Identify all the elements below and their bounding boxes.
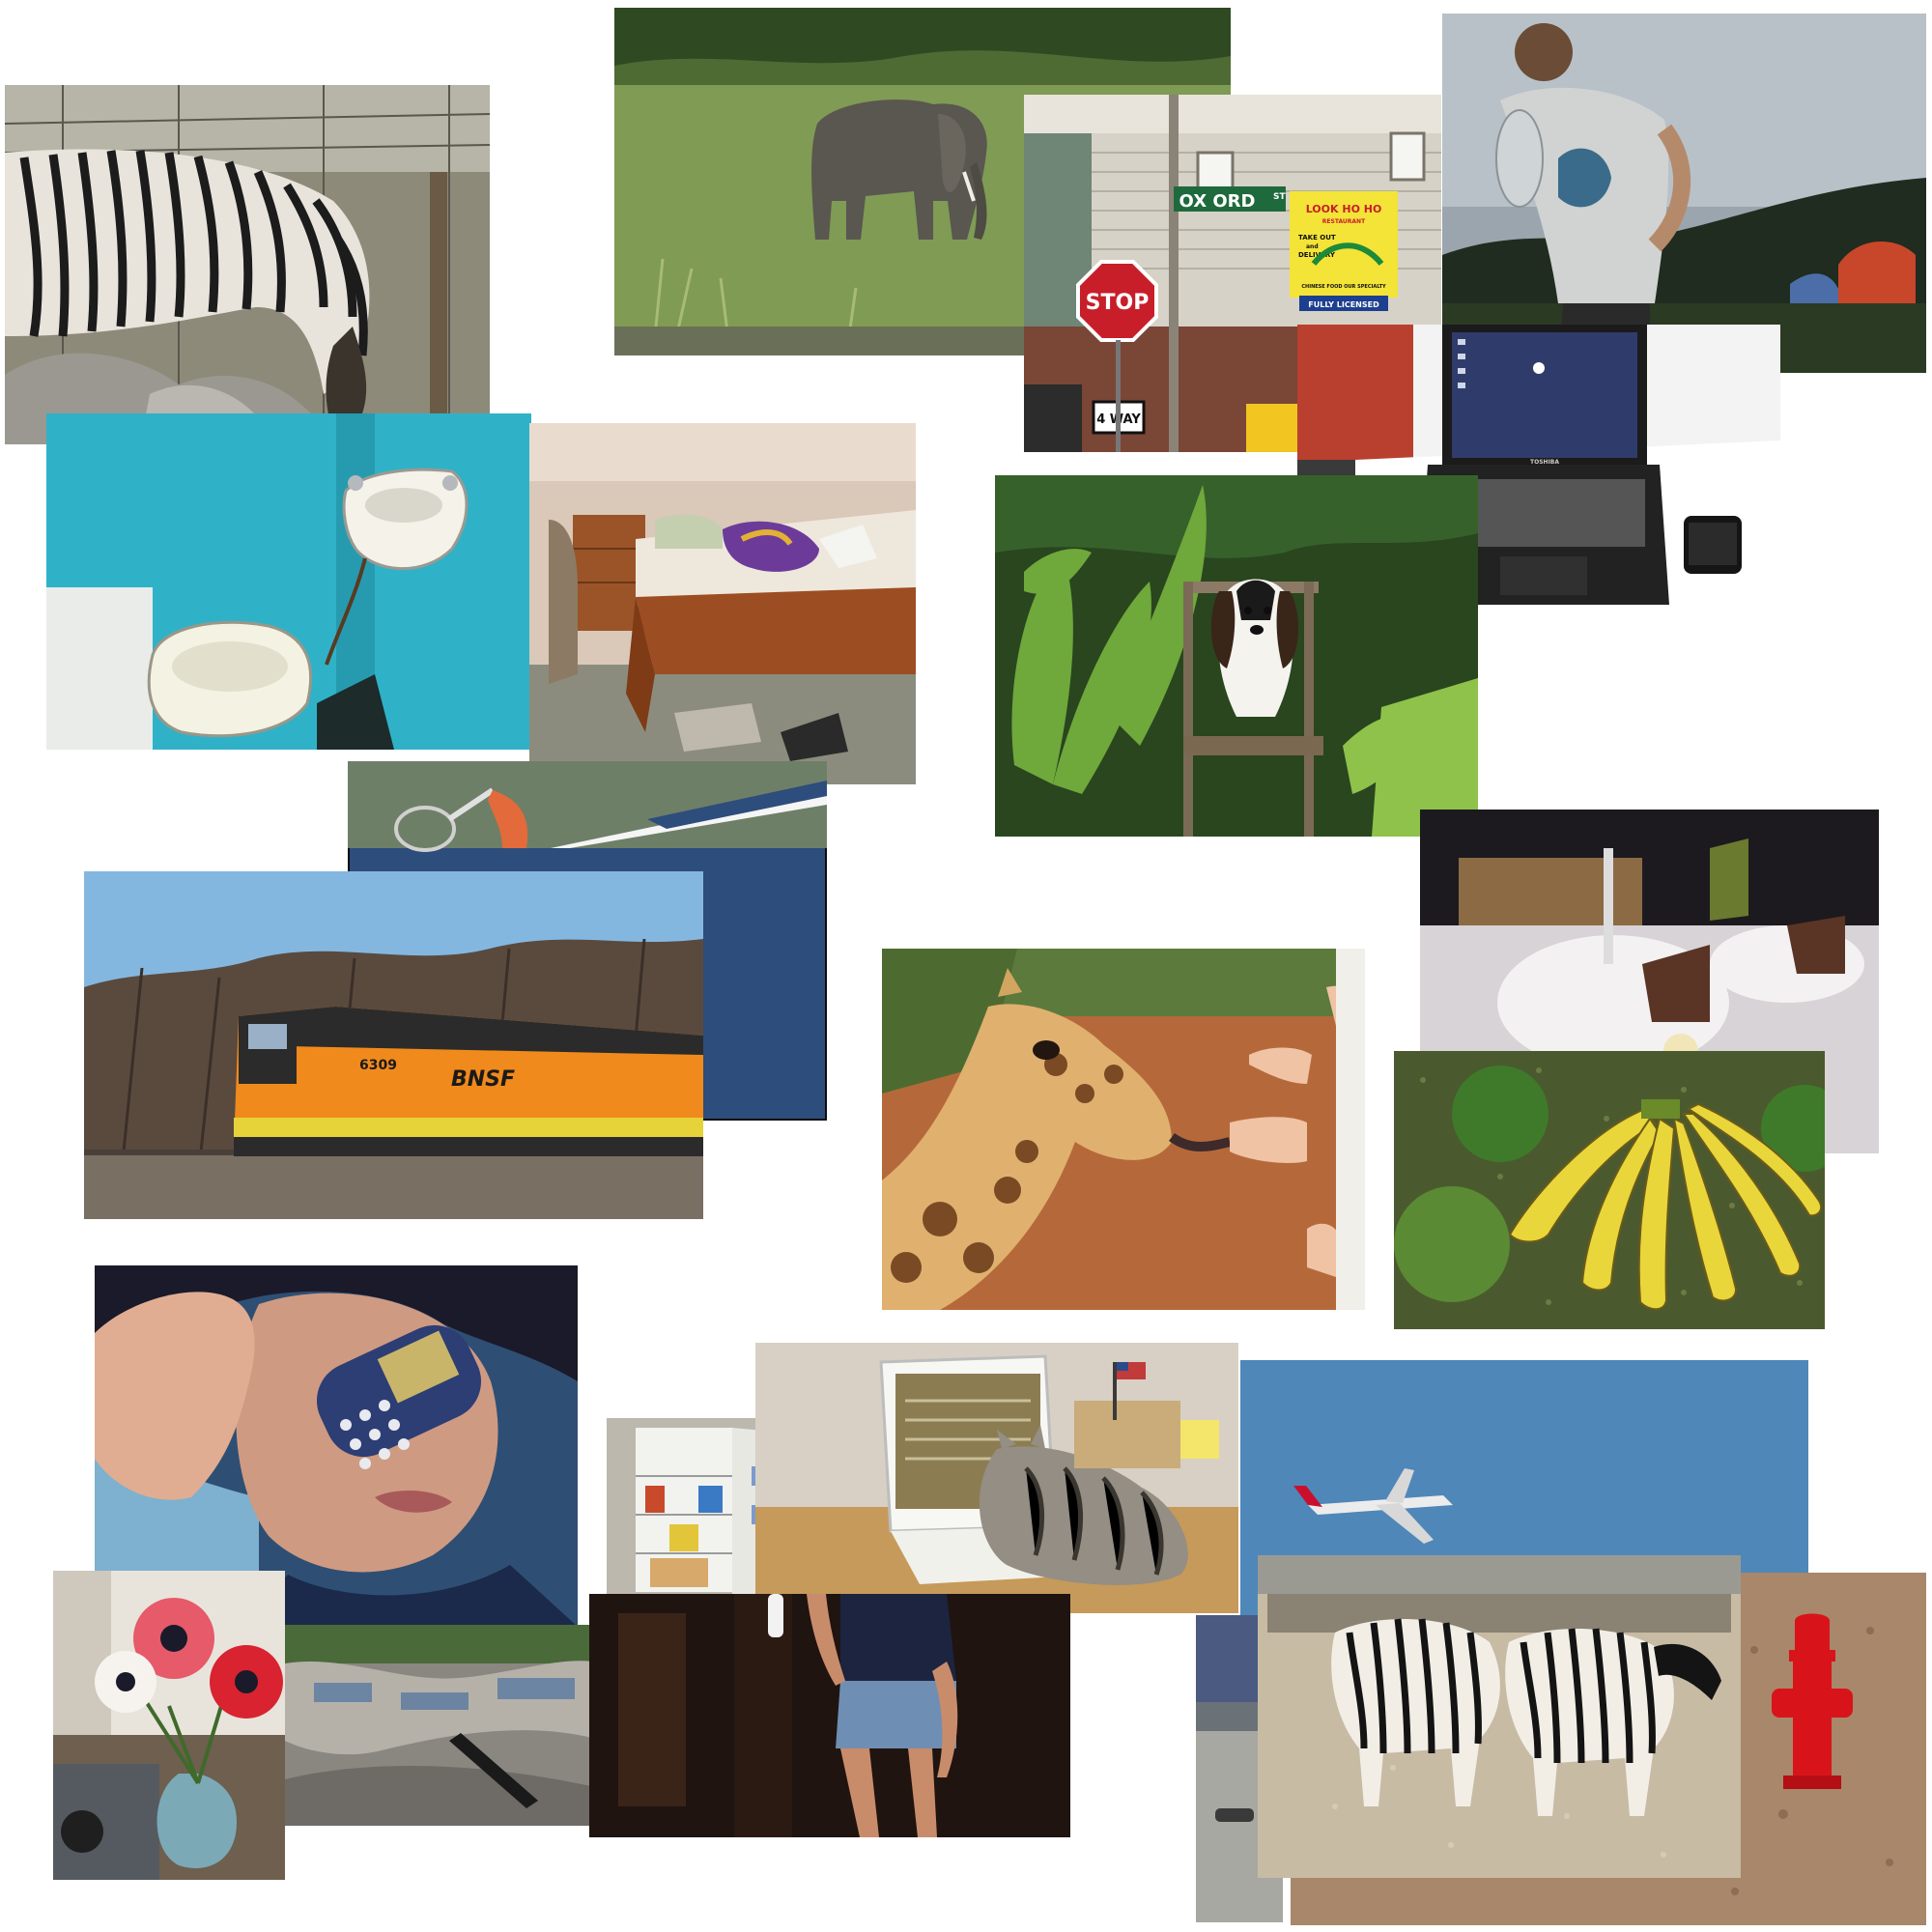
and-text: and (1306, 243, 1319, 250)
photo-skate-park (285, 1625, 604, 1826)
restaurant-title: LOOK HO HO (1306, 203, 1382, 215)
delivery-text: DELIVERY (1298, 251, 1336, 259)
take-out-text: TAKE OUT (1298, 234, 1336, 242)
train-number: 6309 (359, 1058, 397, 1073)
specialty-text: CHINESE FOOD OUR SPECIALTY (1301, 284, 1386, 290)
laptop-brand: TOSHIBA (1530, 459, 1559, 466)
licensed-text: FULLY LICENSED (1308, 300, 1379, 309)
street-sign-suffix: ST (1273, 192, 1286, 202)
photo-giraffe-feeding (882, 949, 1365, 1310)
photo-zebra-enclosure (5, 85, 490, 444)
photo-flowers-vase (53, 1571, 285, 1880)
photo-bananas-limes (1394, 1051, 1825, 1329)
photo-wii-remote-room (589, 1594, 1070, 1837)
photo-turquoise-bathroom (46, 413, 531, 750)
photo-bnsf-train: BNSF 6309 (84, 871, 703, 1219)
photo-dog-garden (995, 475, 1478, 837)
photo-cat-laptop (755, 1343, 1238, 1613)
photo-frisbee-player (1442, 14, 1926, 373)
photo-zebra-herd (1258, 1555, 1741, 1878)
restaurant-sub: RESTAURANT (1322, 218, 1366, 225)
photo-woman-phone (95, 1265, 578, 1627)
stop-sign-text: STOP (1086, 291, 1150, 315)
street-sign-text: OX ORD (1179, 191, 1256, 212)
photo-messy-bedroom (529, 423, 916, 784)
train-logo: BNSF (451, 1067, 515, 1092)
